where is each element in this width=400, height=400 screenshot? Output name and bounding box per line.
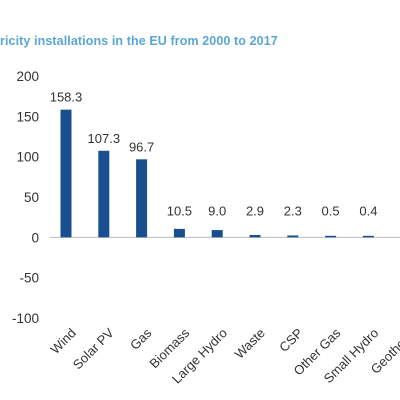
bar-value-label: 158.3 [50,90,83,105]
bar [249,234,261,238]
chart-title: ricity installations in the EU from 2000… [0,34,278,48]
bar [136,159,148,238]
bar [325,235,337,238]
bar-value-label: 2.3 [284,203,302,218]
y-tick-label: 100 [16,150,39,165]
bar-value-label: 2.9 [246,203,264,218]
y-tick-label: -100 [12,311,39,326]
bar-value-label: 96.7 [129,139,154,154]
y-tick-label: 0 [31,230,39,245]
category-label: Waste [232,325,268,361]
bar-value-label: 0.4 [359,203,377,218]
bar [98,150,110,238]
category-label: Solar PV [70,325,117,372]
bar-value-label: 107.3 [88,131,121,146]
bar-value-label: 10.5 [167,203,192,218]
bar-value-label: 0.5 [322,203,340,218]
bar [211,230,223,238]
y-axis-ticks: 200 150 100 50 0 -50 -100 [12,69,39,326]
y-tick-label: 150 [16,109,39,124]
bar [60,109,72,238]
bars [60,109,374,238]
y-tick-label: 200 [16,69,39,84]
category-label: Gas [127,325,155,353]
y-tick-label: 50 [24,190,39,205]
category-label: Wind [47,325,79,357]
bar [287,235,299,238]
category-label: CSP [276,325,306,355]
bar [173,228,185,238]
bar [362,235,374,238]
y-tick-label: -50 [19,271,39,286]
bar-value-label: 9.0 [208,203,226,218]
